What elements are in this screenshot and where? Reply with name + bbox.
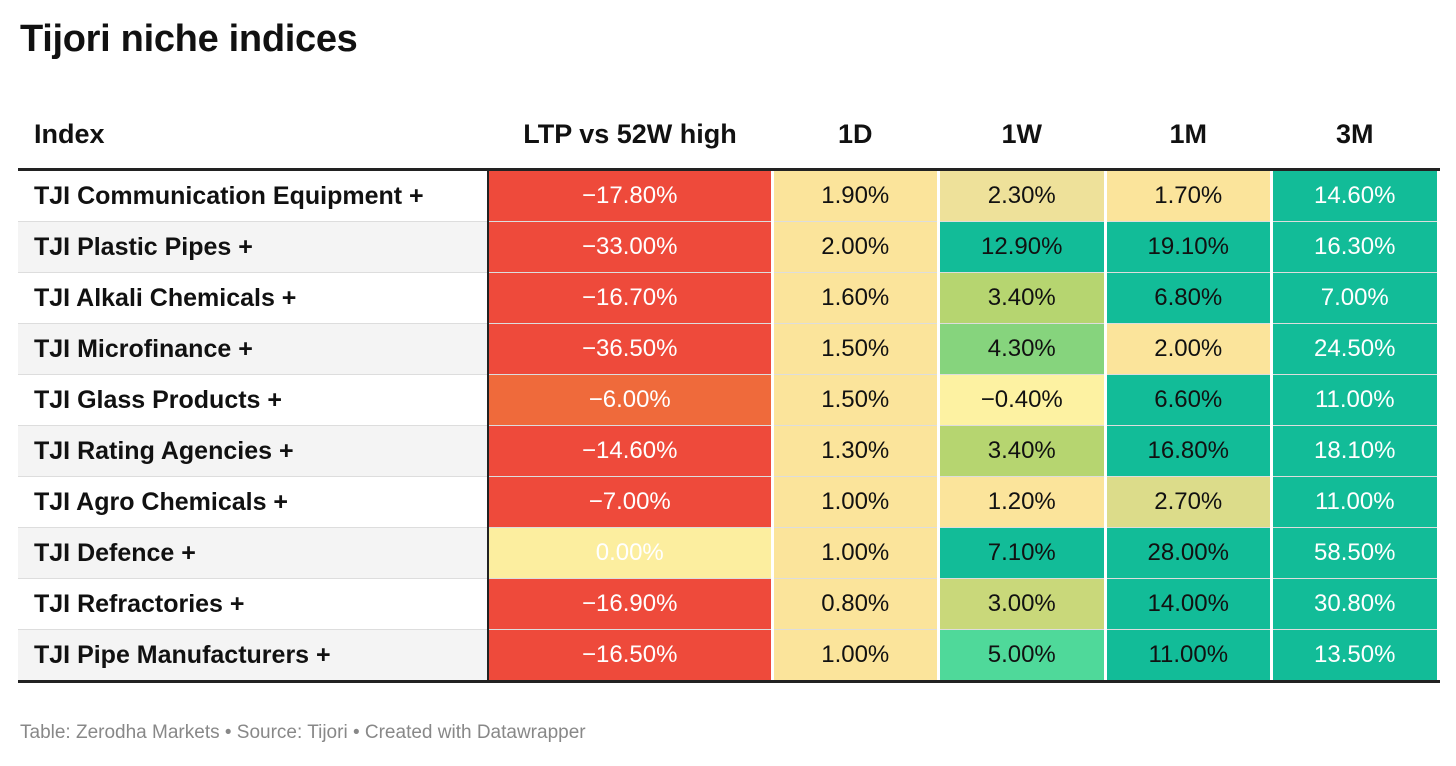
value-cell-1m: 6.80% xyxy=(1103,272,1273,324)
table-row: TJI Agro Chemicals + −7.00% 1.00% 1.20% 2.70… xyxy=(18,476,1440,528)
value-cell-1w: 4.30% xyxy=(937,323,1107,375)
value-cell-1m: 28.00% xyxy=(1103,527,1273,579)
table-row: TJI Refractories + −16.90% 0.80% 3.00% 14.00… xyxy=(18,578,1440,630)
value-cell-3m: 14.60% xyxy=(1270,169,1440,222)
value-cell-ltp-vs-52w-high: −6.00% xyxy=(487,374,774,426)
value-cell-1w: 3.00% xyxy=(937,578,1107,630)
value-cell-ltp-vs-52w-high: −16.70% xyxy=(487,272,774,324)
column-header-index[interactable]: Index xyxy=(18,101,488,171)
table-body: TJI Communication Equipment + −17.80% 1.90… xyxy=(18,169,1440,683)
value-cell-1d: 0.80% xyxy=(770,578,940,630)
value-cell-3m: 18.10% xyxy=(1270,425,1440,477)
value-cell-3m: 11.00% xyxy=(1270,374,1440,426)
value-cell-1m: 2.00% xyxy=(1103,323,1273,375)
index-name-cell: TJI Glass Products + xyxy=(18,374,488,426)
value-cell-1w: 3.40% xyxy=(937,425,1107,477)
value-cell-1w: 7.10% xyxy=(937,527,1107,579)
index-name-cell: TJI Alkali Chemicals + xyxy=(18,272,488,324)
column-header-3m[interactable]: 3M xyxy=(1271,101,1438,171)
value-cell-ltp-vs-52w-high: −16.90% xyxy=(487,578,774,630)
value-cell-3m: 11.00% xyxy=(1270,476,1440,528)
value-cell-3m: 7.00% xyxy=(1270,272,1440,324)
index-name-cell: TJI Defence + xyxy=(18,527,488,579)
column-header-1m[interactable]: 1M xyxy=(1105,101,1272,171)
table-row: TJI Rating Agencies + −14.60% 1.30% 3.40% 16… xyxy=(18,425,1440,477)
value-cell-1d: 1.50% xyxy=(770,374,940,426)
column-header-ltp-vs-52w-high[interactable]: LTP vs 52W high xyxy=(488,101,772,171)
value-cell-1d: 1.00% xyxy=(770,476,940,528)
value-cell-1m: 2.70% xyxy=(1103,476,1273,528)
value-cell-3m: 24.50% xyxy=(1270,323,1440,375)
value-cell-1d: 1.60% xyxy=(770,272,940,324)
value-cell-ltp-vs-52w-high: −33.00% xyxy=(487,221,774,273)
value-cell-1d: 1.50% xyxy=(770,323,940,375)
index-name-cell: TJI Microfinance + xyxy=(18,323,488,375)
value-cell-3m: 13.50% xyxy=(1270,629,1440,683)
indices-table: Index LTP vs 52W high 1D 1W 1M 3M TJI Co… xyxy=(18,101,1440,683)
value-cell-ltp-vs-52w-high: 0.00% xyxy=(487,527,774,579)
value-cell-1m: 19.10% xyxy=(1103,221,1273,273)
index-name-cell: TJI Agro Chemicals + xyxy=(18,476,488,528)
value-cell-1m: 6.60% xyxy=(1103,374,1273,426)
value-cell-ltp-vs-52w-high: −16.50% xyxy=(487,629,774,683)
page-title: Tijori niche indices xyxy=(20,18,358,60)
index-name-cell: TJI Refractories + xyxy=(18,578,488,630)
value-cell-1d: 1.00% xyxy=(770,629,940,683)
index-name-cell: TJI Plastic Pipes + xyxy=(18,221,488,273)
value-cell-1m: 14.00% xyxy=(1103,578,1273,630)
value-cell-1m: 11.00% xyxy=(1103,629,1273,683)
value-cell-1w: 12.90% xyxy=(937,221,1107,273)
value-cell-1w: 3.40% xyxy=(937,272,1107,324)
table-row: TJI Defence +0.00% 1.00% 7.10% 28.00% 58.50% xyxy=(18,527,1440,579)
value-cell-1w: 5.00% xyxy=(937,629,1107,683)
value-cell-ltp-vs-52w-high: −17.80% xyxy=(487,169,774,222)
column-header-1d[interactable]: 1D xyxy=(772,101,939,171)
value-cell-1d: 1.30% xyxy=(770,425,940,477)
value-cell-3m: 16.30% xyxy=(1270,221,1440,273)
value-cell-1d: 1.90% xyxy=(770,169,940,222)
footer-note: Table: Zerodha Markets • Source: Tijori … xyxy=(20,722,586,743)
table-row: TJI Glass Products + −6.00% 1.50% −0.40% 6.6… xyxy=(18,374,1440,426)
table-header-row: Index LTP vs 52W high 1D 1W 1M 3M xyxy=(18,101,1438,171)
table-row: TJI Plastic Pipes + −33.00% 2.00% 12.90% 19.… xyxy=(18,221,1440,273)
value-cell-1w: 2.30% xyxy=(937,169,1107,222)
table-row: TJI Alkali Chemicals + −16.70% 1.60% 3.40% 6… xyxy=(18,272,1440,324)
table-row: TJI Communication Equipment + −17.80% 1.90… xyxy=(18,169,1440,222)
table-row: TJI Pipe Manufacturers + −16.50% 1.00% 5.00… xyxy=(18,629,1440,683)
value-cell-3m: 30.80% xyxy=(1270,578,1440,630)
value-cell-ltp-vs-52w-high: −14.60% xyxy=(487,425,774,477)
value-cell-ltp-vs-52w-high: −7.00% xyxy=(487,476,774,528)
value-cell-1d: 2.00% xyxy=(770,221,940,273)
value-cell-1d: 1.00% xyxy=(770,527,940,579)
value-cell-3m: 58.50% xyxy=(1270,527,1440,579)
column-header-1w[interactable]: 1W xyxy=(938,101,1105,171)
value-cell-1m: 16.80% xyxy=(1103,425,1273,477)
table-row: TJI Microfinance + −36.50% 1.50% 4.30% 2.00%… xyxy=(18,323,1440,375)
value-cell-1w: 1.20% xyxy=(937,476,1107,528)
index-name-cell: TJI Pipe Manufacturers + xyxy=(18,629,488,683)
value-cell-1m: 1.70% xyxy=(1103,169,1273,222)
index-name-cell: TJI Communication Equipment + xyxy=(18,169,488,222)
value-cell-1w: −0.40% xyxy=(937,374,1107,426)
value-cell-ltp-vs-52w-high: −36.50% xyxy=(487,323,774,375)
index-name-cell: TJI Rating Agencies + xyxy=(18,425,488,477)
